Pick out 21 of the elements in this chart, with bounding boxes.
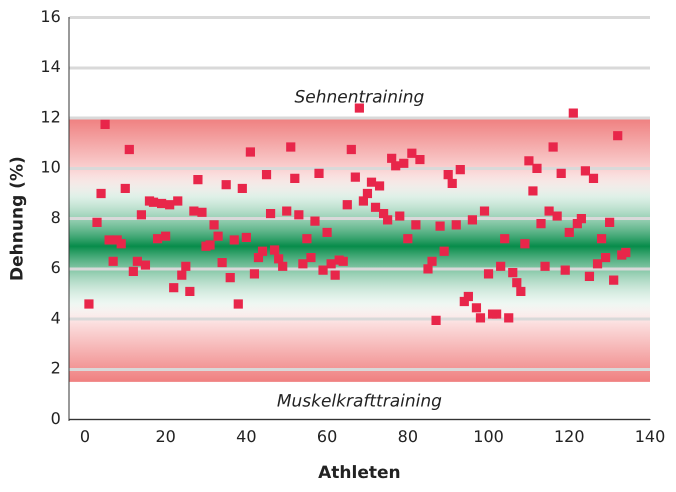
x-tick-label: 100: [473, 426, 504, 446]
annotation: Muskelkrafttraining: [276, 391, 442, 412]
annotation: Sehnentraining: [294, 88, 425, 108]
y-tick-label: 16: [40, 6, 61, 26]
x-axis-title: Athleten: [318, 463, 401, 484]
y-tick-label: 12: [40, 107, 61, 126]
x-tick-label: 60: [316, 426, 338, 446]
y-tick-label: 14: [40, 57, 61, 76]
y-tick-label: 4: [50, 308, 61, 328]
y-tick-label: 10: [40, 158, 61, 177]
y-tick-label: 8: [50, 208, 61, 227]
x-tick-label: 120: [554, 426, 585, 446]
y-tick-label: 0: [50, 408, 61, 428]
x-tick-label: 0: [80, 426, 90, 446]
y-tick-label: 2: [50, 358, 61, 378]
y-axis-title: Dehnung (%): [8, 156, 28, 281]
x-tick-label: 40: [236, 426, 257, 446]
y-tick-label: 6: [50, 258, 61, 278]
x-tick-label: 140: [634, 426, 666, 446]
x-tick-label: 80: [398, 426, 418, 446]
x-tick-label: 20: [155, 426, 176, 446]
